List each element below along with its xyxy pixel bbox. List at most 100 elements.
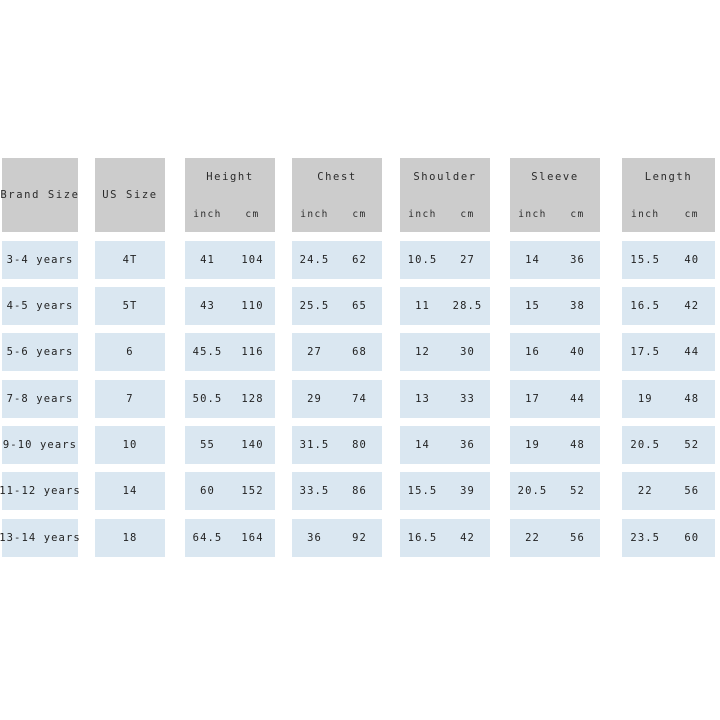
unit-label-inch: inch [300,209,329,220]
value-pair: 15.5 39 [400,485,490,497]
value-pair: 31.5 80 [292,439,382,451]
table-cell-height: 55 140 [185,426,275,464]
cell-value-cm: 92 [352,532,367,544]
table-cell-brand-size: 3-4 years [2,241,78,279]
table-cell-length: 19 48 [622,380,715,418]
table-cell-brand-size: 13-14 years [0,519,81,557]
cell-value: 13-14 years [0,532,81,544]
cell-value-cm: 104 [241,254,264,266]
column-header-label: Length [644,171,693,183]
value-pair: 11 28.5 [400,300,490,312]
value-pair: 20.5 52 [622,439,715,451]
cell-value: 14 [122,485,138,497]
value-pair: 22 56 [622,485,715,497]
cell-value-inch: 13 [415,393,430,405]
column-header-us-size: US Size [95,158,165,232]
cell-value-inch: 16 [525,346,540,358]
value-pair: 50.5 128 [185,393,275,405]
cell-value-cm: 30 [460,346,475,358]
unit-label-cm: cm [352,209,367,220]
table-cell-brand-size: 4-5 years [2,287,78,325]
value-pair: 22 56 [510,532,600,544]
cell-value-cm: 39 [460,485,475,497]
table-cell-shoulder: 12 30 [400,333,490,371]
cell-value: 9-10 years [2,439,78,451]
cell-value-inch: 23.5 [630,532,661,544]
cell-value: 5T [122,300,138,312]
cell-value-inch: 60 [200,485,215,497]
table-cell-sleeve: 14 36 [510,241,600,279]
cell-value-cm: 44 [684,346,700,358]
value-pair: 19 48 [510,439,600,451]
value-pair: 10.5 27 [400,254,490,266]
table-cell-us-size: 6 [95,333,165,371]
cell-value-inch: 19 [637,393,653,405]
table-cell-length: 17.5 44 [622,333,715,371]
value-pair: 15.5 40 [622,254,715,266]
cell-value-cm: 80 [352,439,367,451]
table-cell-height: 45.5 116 [185,333,275,371]
column-header-label: Shoulder [413,171,477,183]
table-cell-chest: 25.5 65 [292,287,382,325]
cell-value: 18 [122,532,138,544]
table-cell-chest: 24.5 62 [292,241,382,279]
table-cell-height: 41 104 [185,241,275,279]
table-cell-shoulder: 15.5 39 [400,472,490,510]
unit-row: inch cm [510,209,600,220]
unit-row: inch cm [622,209,715,220]
table-cell-chest: 33.5 86 [292,472,382,510]
cell-value-inch: 36 [307,532,322,544]
cell-value-inch: 20.5 [517,485,548,497]
table-cell-us-size: 18 [95,519,165,557]
value-pair: 19 48 [622,393,715,405]
unit-label-cm: cm [684,209,699,220]
value-pair: 29 74 [292,393,382,405]
cell-value-cm: 65 [352,300,367,312]
cell-value-cm: 36 [570,254,585,266]
cell-value-cm: 152 [241,485,264,497]
cell-value-cm: 36 [460,439,475,451]
cell-value-cm: 52 [684,439,700,451]
cell-value-cm: 44 [570,393,585,405]
cell-value-inch: 12 [415,346,430,358]
table-cell-sleeve: 16 40 [510,333,600,371]
cell-value-inch: 27 [307,346,322,358]
table-cell-us-size: 7 [95,380,165,418]
table-cell-height: 64.5 164 [185,519,275,557]
column-header-brand-size: Brand Size [0,158,78,232]
cell-value: 5-6 years [6,346,74,358]
cell-value-inch: 14 [415,439,430,451]
table-cell-brand-size: 5-6 years [2,333,78,371]
cell-value-cm: 60 [684,532,700,544]
cell-value-cm: 52 [570,485,585,497]
table-cell-chest: 27 68 [292,333,382,371]
value-pair: 16.5 42 [622,300,715,312]
column-header-sleeve: Sleeve inch cm [510,158,600,232]
table-cell-length: 23.5 60 [622,519,715,557]
table-cell-sleeve: 15 38 [510,287,600,325]
value-pair: 45.5 116 [185,346,275,358]
cell-value-cm: 48 [684,393,700,405]
cell-value-inch: 16.5 [630,300,661,312]
table-cell-height: 43 110 [185,287,275,325]
cell-value-inch: 20.5 [630,439,661,451]
value-pair: 33.5 86 [292,485,382,497]
value-pair: 17 44 [510,393,600,405]
table-cell-sleeve: 20.5 52 [510,472,600,510]
cell-value-inch: 29 [307,393,322,405]
value-pair: 16.5 42 [400,532,490,544]
cell-value-cm: 86 [352,485,367,497]
unit-label-cm: cm [245,209,260,220]
cell-value: 6 [126,346,134,358]
table-cell-brand-size: 7-8 years [2,380,78,418]
value-pair: 64.5 164 [185,532,275,544]
cell-value-inch: 16.5 [407,532,438,544]
cell-value-cm: 28.5 [452,300,483,312]
table-cell-length: 15.5 40 [622,241,715,279]
column-header-label: Height [206,171,254,183]
cell-value-inch: 15.5 [407,485,438,497]
cell-value: 11-12 years [0,485,81,497]
table-cell-chest: 29 74 [292,380,382,418]
cell-value-inch: 17 [525,393,540,405]
cell-value-cm: 40 [684,254,700,266]
